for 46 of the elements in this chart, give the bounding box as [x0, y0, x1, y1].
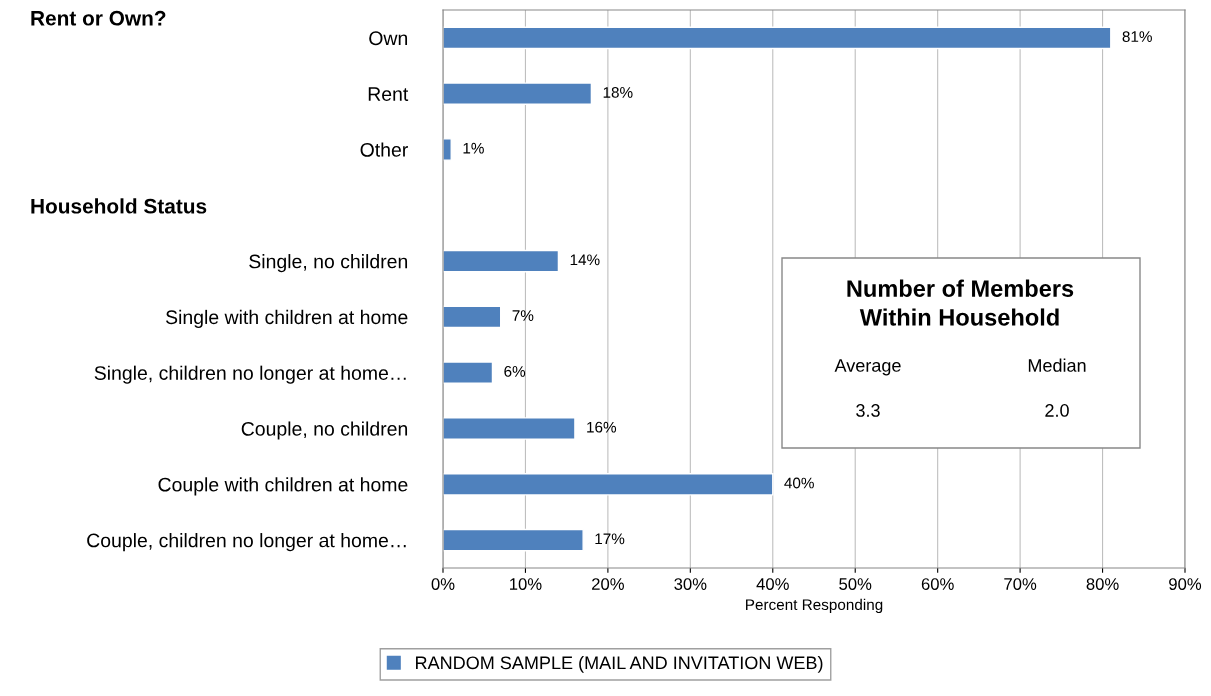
data-label: 17% [595, 533, 625, 545]
y-tick-label: Couple with children at home [158, 477, 408, 496]
y-tick-label: Rent [368, 87, 409, 101]
x-tick-label: 50% [839, 578, 872, 590]
x-tick-label: 20% [592, 578, 624, 590]
bar [443, 473, 774, 496]
y-tick-label: Couple, no children [241, 421, 408, 440]
y-tick-label: Single, children no longer at home… [94, 365, 406, 384]
annotation: 2.0 [1045, 404, 1069, 417]
data-label: 1% [463, 142, 484, 154]
x-tick-label: 10% [510, 578, 542, 590]
bar [443, 528, 584, 552]
x-axis-title: Percent Responding [746, 598, 883, 614]
y-tick-label: Other [360, 142, 408, 157]
bar [443, 417, 576, 440]
y-tick-label: Single, no children [249, 254, 408, 273]
y-tick-label: Single with children at home [165, 309, 408, 328]
bar [443, 26, 1112, 50]
bar [443, 305, 502, 329]
data-label: 7% [512, 310, 534, 321]
data-label: 14% [570, 254, 600, 266]
text: Rent or Own? [31, 10, 166, 26]
bar [443, 82, 593, 105]
x-tick-label: 30% [674, 578, 707, 590]
x-tick-label: 90% [1169, 578, 1202, 590]
annotation: 3.3 [856, 404, 880, 417]
data-label: 6% [504, 365, 526, 377]
x-tick-label: 80% [1086, 578, 1119, 590]
bar [443, 249, 560, 273]
x-tick-label: 60% [921, 578, 954, 590]
legend-label: RANDOM SAMPLE (MAIL AND INVITATION WEB) [416, 655, 823, 673]
data-label: 81% [1122, 31, 1152, 42]
bar [443, 361, 494, 384]
text: Household Status [31, 198, 207, 214]
x-tick-label: 40% [756, 578, 789, 590]
annotation: Average [834, 359, 901, 376]
x-tick-label: 70% [1004, 578, 1037, 590]
annotation: Median [1028, 358, 1086, 372]
y-tick-label: Own [369, 31, 408, 46]
x-tick-label: 0% [431, 578, 455, 590]
data-label: 16% [587, 421, 617, 433]
data-label: 40% [784, 477, 814, 489]
data-label: 18% [603, 86, 633, 98]
annotation: Number of Members Within Household [847, 279, 1074, 326]
bar [443, 138, 452, 161]
y-tick-label: Couple, children no longer at home… [87, 533, 406, 552]
